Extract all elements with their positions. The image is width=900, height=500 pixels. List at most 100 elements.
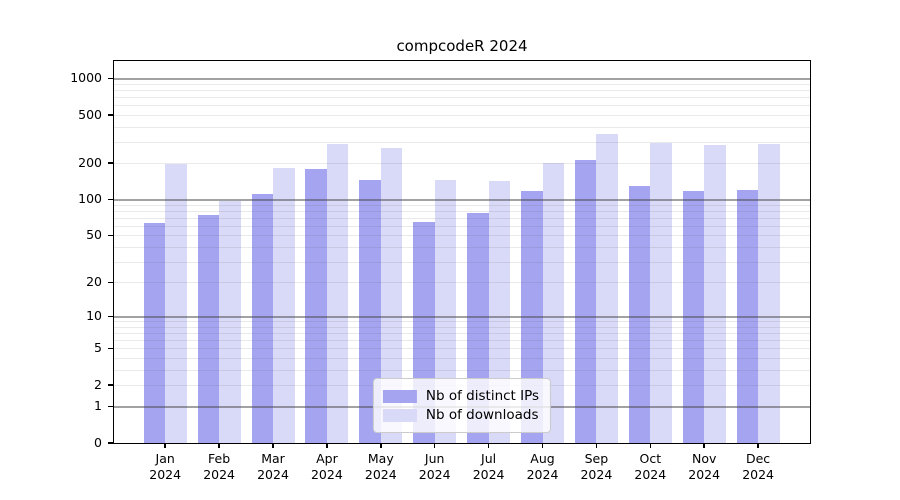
legend-swatch-0 <box>382 389 417 403</box>
x-tick-jul <box>487 443 490 448</box>
year-label: 2024 <box>418 467 451 482</box>
bar-downloads-may <box>380 147 403 443</box>
bar-ips-feb <box>197 215 220 443</box>
x-tick-mar <box>272 443 274 448</box>
y-tick-2 <box>108 384 114 386</box>
bar-downloads-jul <box>488 181 511 443</box>
y-tick-label-1000: 1000 <box>70 70 102 86</box>
y-tick-label-1: 1 <box>94 398 102 414</box>
x-tick-feb <box>218 443 220 448</box>
year-label: 2024 <box>526 467 559 482</box>
month-label: Jan <box>155 451 175 466</box>
legend: Nb of distinct IPs Nb of downloads <box>372 378 552 433</box>
year-label: 2024 <box>688 467 721 482</box>
year-label: 2024 <box>472 467 505 482</box>
y-tick-50 <box>108 234 114 237</box>
y-tick-100 <box>108 198 114 201</box>
year-label: 2024 <box>580 467 613 482</box>
chart-title: compcodeR 2024 <box>396 37 528 55</box>
gridline-minor-4 <box>114 358 810 360</box>
gridline-minor-40 <box>114 246 810 248</box>
month-label: Feb <box>208 451 231 466</box>
x-tick-jun <box>433 443 436 448</box>
x-tick-oct <box>649 443 652 448</box>
x-tick-label-dec: Dec 2024 <box>728 451 788 483</box>
x-tick-may <box>380 443 382 448</box>
bar-ips-jan <box>143 223 166 443</box>
gridline-minor-400 <box>114 126 810 128</box>
year-label: 2024 <box>742 467 774 482</box>
x-tick-label-sep: Sep 2024 <box>566 451 626 483</box>
bar-ips-may <box>359 180 381 443</box>
bar-ips-oct <box>628 186 651 443</box>
month-label: Nov <box>691 451 717 466</box>
y-tick-20 <box>108 281 114 284</box>
month-label: Sep <box>584 451 609 466</box>
gridline-minor-90 <box>114 204 810 206</box>
gridline-major-1000 <box>114 78 810 80</box>
bar-downloads-apr <box>326 144 349 443</box>
bar-downloads-mar <box>273 168 295 443</box>
x-tick-label-aug: Aug 2024 <box>513 451 573 483</box>
year-label: 2024 <box>634 467 667 482</box>
gridline-minor-5 <box>114 348 810 350</box>
y-tick-0 <box>108 442 114 444</box>
x-tick-sep <box>595 443 598 448</box>
x-tick-aug <box>541 443 544 448</box>
bar-ips-apr <box>305 168 327 443</box>
gridline-minor-200 <box>114 163 810 165</box>
bar-ips-sep <box>574 160 597 443</box>
legend-label-1: Nb of downloads <box>425 407 539 423</box>
month-label: Dec <box>745 451 771 466</box>
y-tick-5 <box>108 347 114 350</box>
month-label: Jul <box>481 451 497 466</box>
gridline-minor-60 <box>114 225 810 227</box>
bar-downloads-nov <box>704 145 726 443</box>
gridline-minor-500 <box>114 114 810 116</box>
y-tick-label-0: 0 <box>94 435 102 450</box>
gridline-minor-600 <box>114 105 810 107</box>
legend-swatch-1 <box>382 408 417 422</box>
y-tick-label-50: 50 <box>86 227 102 243</box>
gridline-minor-8 <box>114 327 810 328</box>
y-tick-200 <box>108 162 114 164</box>
x-tick-label-oct: Oct 2024 <box>620 451 680 483</box>
gridline-minor-300 <box>114 141 810 143</box>
gridline-minor-3 <box>114 369 810 371</box>
legend-label-0: Nb of distinct IPs <box>425 388 540 404</box>
bar-downloads-jun <box>434 179 457 443</box>
y-tick-1000 <box>108 77 114 80</box>
gridline-minor-9 <box>114 321 810 323</box>
gridline-major-100 <box>114 199 810 201</box>
gridline-minor-30 <box>114 261 810 263</box>
x-tick-label-may: May 2024 <box>351 451 411 483</box>
y-tick-label-10: 10 <box>86 308 102 324</box>
gridline-major-10 <box>114 316 810 318</box>
gridline-minor-80 <box>114 211 810 213</box>
gridline-minor-7 <box>114 333 810 335</box>
x-tick-label-jun: Jun 2024 <box>405 451 465 483</box>
bar-downloads-oct <box>650 142 672 443</box>
bar-downloads-dec <box>758 143 780 443</box>
year-label: 2024 <box>257 467 289 482</box>
x-tick-label-apr: Apr 2024 <box>297 451 357 483</box>
month-label: Oct <box>639 451 662 466</box>
y-tick-label-2: 2 <box>94 377 102 392</box>
x-tick-dec <box>757 443 759 448</box>
gridline-minor-20 <box>114 282 810 284</box>
x-tick-label-jan: Jan 2024 <box>135 451 195 483</box>
x-tick-nov <box>703 443 705 448</box>
month-label: Aug <box>530 451 555 466</box>
bar-downloads-aug <box>542 163 564 443</box>
y-tick-10 <box>108 315 114 318</box>
x-tick-label-jul: Jul 2024 <box>459 451 519 483</box>
legend-row-1: Nb of downloads <box>382 407 539 423</box>
y-tick-label-20: 20 <box>86 274 102 290</box>
month-label: Apr <box>316 451 338 466</box>
y-tick-500 <box>108 114 114 116</box>
y-tick-label-100: 100 <box>78 191 102 207</box>
gridline-minor-800 <box>114 90 810 92</box>
year-label: 2024 <box>364 467 397 482</box>
y-tick-1 <box>108 405 114 408</box>
x-tick-jan <box>164 443 166 448</box>
